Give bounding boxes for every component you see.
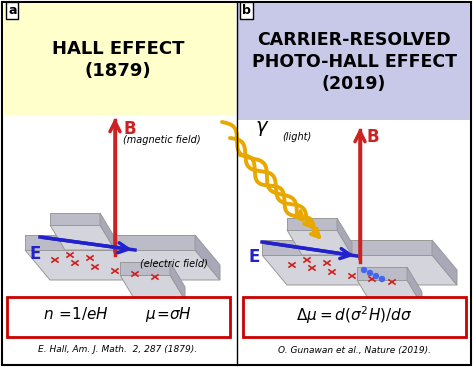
Circle shape bbox=[368, 270, 373, 276]
Polygon shape bbox=[287, 230, 352, 255]
Polygon shape bbox=[262, 255, 457, 285]
Text: (light): (light) bbox=[282, 132, 311, 142]
Text: a: a bbox=[8, 4, 17, 17]
FancyBboxPatch shape bbox=[238, 3, 470, 120]
Polygon shape bbox=[170, 262, 185, 300]
Circle shape bbox=[374, 273, 378, 279]
Polygon shape bbox=[195, 235, 220, 280]
FancyBboxPatch shape bbox=[7, 297, 230, 337]
Polygon shape bbox=[100, 213, 115, 250]
Circle shape bbox=[361, 268, 367, 273]
Text: B: B bbox=[123, 120, 136, 138]
Polygon shape bbox=[262, 240, 432, 255]
Text: $\Delta\mu = d(\sigma^2 H)/d\sigma$: $\Delta\mu = d(\sigma^2 H)/d\sigma$ bbox=[296, 304, 412, 326]
FancyBboxPatch shape bbox=[3, 3, 235, 115]
Text: HALL EFFECT
(1879): HALL EFFECT (1879) bbox=[52, 40, 184, 80]
Circle shape bbox=[379, 276, 385, 281]
Polygon shape bbox=[287, 218, 337, 230]
Text: $\gamma$: $\gamma$ bbox=[255, 119, 269, 138]
Polygon shape bbox=[50, 225, 115, 250]
Text: E. Hall, Am. J. Math.  2, 287 (1879).: E. Hall, Am. J. Math. 2, 287 (1879). bbox=[38, 345, 198, 355]
Text: $n\,=\!1/eH$        $\mu\!=\!\sigma H$: $n\,=\!1/eH$ $\mu\!=\!\sigma H$ bbox=[44, 305, 193, 324]
Text: CARRIER-RESOLVED
PHOTO-HALL EFFECT
(2019): CARRIER-RESOLVED PHOTO-HALL EFFECT (2019… bbox=[252, 31, 456, 93]
Text: B: B bbox=[366, 128, 378, 146]
Polygon shape bbox=[25, 235, 195, 250]
Polygon shape bbox=[432, 240, 457, 285]
Text: E: E bbox=[29, 245, 41, 263]
Polygon shape bbox=[407, 267, 422, 305]
Polygon shape bbox=[25, 250, 220, 280]
Text: b: b bbox=[242, 4, 251, 17]
Polygon shape bbox=[357, 280, 422, 305]
Text: (magnetic field): (magnetic field) bbox=[123, 135, 201, 145]
Polygon shape bbox=[337, 218, 352, 255]
Polygon shape bbox=[120, 275, 185, 300]
Polygon shape bbox=[120, 262, 170, 275]
Text: (electric field): (electric field) bbox=[140, 258, 208, 268]
Polygon shape bbox=[357, 267, 407, 280]
Text: O. Gunawan et al., Nature (2019).: O. Gunawan et al., Nature (2019). bbox=[278, 345, 430, 355]
FancyBboxPatch shape bbox=[243, 297, 466, 337]
Text: E: E bbox=[248, 248, 260, 266]
Polygon shape bbox=[50, 213, 100, 225]
